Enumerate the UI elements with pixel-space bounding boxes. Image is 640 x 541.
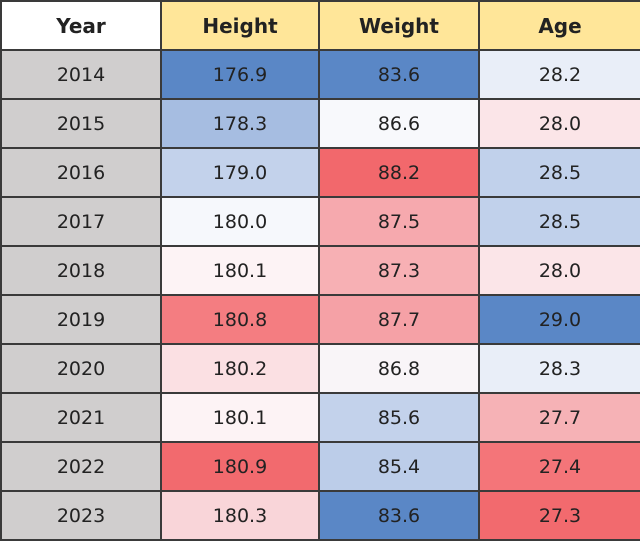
table-row: 2023 180.3 83.6 27.3 (0, 490, 640, 541)
value-cell: 180.3 (160, 490, 320, 541)
value-cell: 28.3 (478, 343, 640, 394)
year-cell: 2014 (0, 49, 162, 100)
value-cell: 87.3 (318, 245, 480, 296)
table-row: 2017 180.0 87.5 28.5 (0, 196, 640, 247)
value-cell: 87.5 (318, 196, 480, 247)
year-cell: 2018 (0, 245, 162, 296)
table-row: 2016 179.0 88.2 28.5 (0, 147, 640, 198)
value-cell: 87.7 (318, 294, 480, 345)
value-cell: 28.2 (478, 49, 640, 100)
table-row: 2015 178.3 86.6 28.0 (0, 98, 640, 149)
value-cell: 86.6 (318, 98, 480, 149)
table-row: 2014 176.9 83.6 28.2 (0, 49, 640, 100)
column-header: Weight (318, 0, 480, 51)
year-cell: 2016 (0, 147, 162, 198)
year-cell: 2015 (0, 98, 162, 149)
value-cell: 29.0 (478, 294, 640, 345)
year-cell: 2023 (0, 490, 162, 541)
column-header: Height (160, 0, 320, 51)
value-cell: 27.7 (478, 392, 640, 443)
value-cell: 28.0 (478, 245, 640, 296)
value-cell: 180.1 (160, 245, 320, 296)
year-cell: 2020 (0, 343, 162, 394)
value-cell: 180.1 (160, 392, 320, 443)
table-row: 2018 180.1 87.3 28.0 (0, 245, 640, 296)
table-row: 2022 180.9 85.4 27.4 (0, 441, 640, 492)
value-cell: 85.6 (318, 392, 480, 443)
value-cell: 180.8 (160, 294, 320, 345)
value-cell: 180.0 (160, 196, 320, 247)
value-cell: 28.5 (478, 196, 640, 247)
value-cell: 178.3 (160, 98, 320, 149)
year-cell: 2022 (0, 441, 162, 492)
column-header: Year (0, 0, 162, 51)
table-row: 2019 180.8 87.7 29.0 (0, 294, 640, 345)
year-cell: 2019 (0, 294, 162, 345)
header-row: Year Height Weight Age (0, 0, 640, 51)
value-cell: 86.8 (318, 343, 480, 394)
value-cell: 176.9 (160, 49, 320, 100)
value-cell: 28.0 (478, 98, 640, 149)
table-row: 2020 180.2 86.8 28.3 (0, 343, 640, 394)
column-header: Age (478, 0, 640, 51)
value-cell: 88.2 (318, 147, 480, 198)
value-cell: 180.2 (160, 343, 320, 394)
value-cell: 179.0 (160, 147, 320, 198)
value-cell: 83.6 (318, 490, 480, 541)
value-cell: 27.4 (478, 441, 640, 492)
value-cell: 180.9 (160, 441, 320, 492)
value-cell: 28.5 (478, 147, 640, 198)
value-cell: 85.4 (318, 441, 480, 492)
year-cell: 2021 (0, 392, 162, 443)
value-cell: 27.3 (478, 490, 640, 541)
table-row: 2021 180.1 85.6 27.7 (0, 392, 640, 443)
table-body: 2014 176.9 83.6 28.2 2015 178.3 86.6 28.0 2016 17… (0, 49, 640, 541)
year-cell: 2017 (0, 196, 162, 247)
value-cell: 83.6 (318, 49, 480, 100)
